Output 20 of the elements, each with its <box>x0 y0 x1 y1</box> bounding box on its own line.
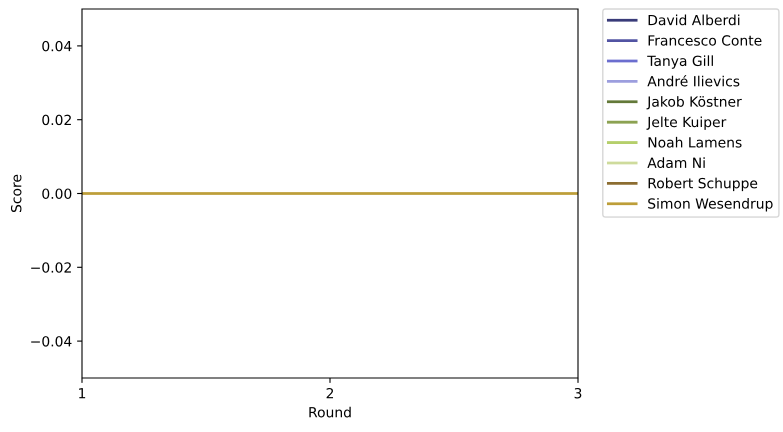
x-axis-title: Round <box>309 406 351 418</box>
y-tick-label: 0.02 <box>42 114 71 126</box>
legend-label: Noah Lamens <box>648 136 742 148</box>
y-tick-label: −0.02 <box>31 262 71 273</box>
legend-label: Adam Ni <box>647 157 705 168</box>
legend-label: Francesco Conte <box>648 35 762 46</box>
legend-label: Jakob Köstner <box>646 96 742 110</box>
y-tick-label: 0.04 <box>42 40 72 52</box>
legend-label: Simon Wesendrup <box>648 198 773 212</box>
legend-label: Jelte Kuiper <box>646 116 726 130</box>
legend-label: David Alberdi <box>648 14 740 26</box>
y-tick-label: −0.04 <box>31 336 72 347</box>
x-tick-label: 3 <box>574 388 582 398</box>
x-tick-label: 2 <box>326 388 334 398</box>
y-tick-label: 0.00 <box>42 188 72 199</box>
legend-label: Robert Schuppe <box>648 178 758 192</box>
x-tick-label: 1 <box>79 388 86 398</box>
legend-label: Tanya Gill <box>647 55 713 69</box>
legend-label: André Ilievics <box>647 75 740 86</box>
y-axis-title: Score <box>10 174 22 212</box>
